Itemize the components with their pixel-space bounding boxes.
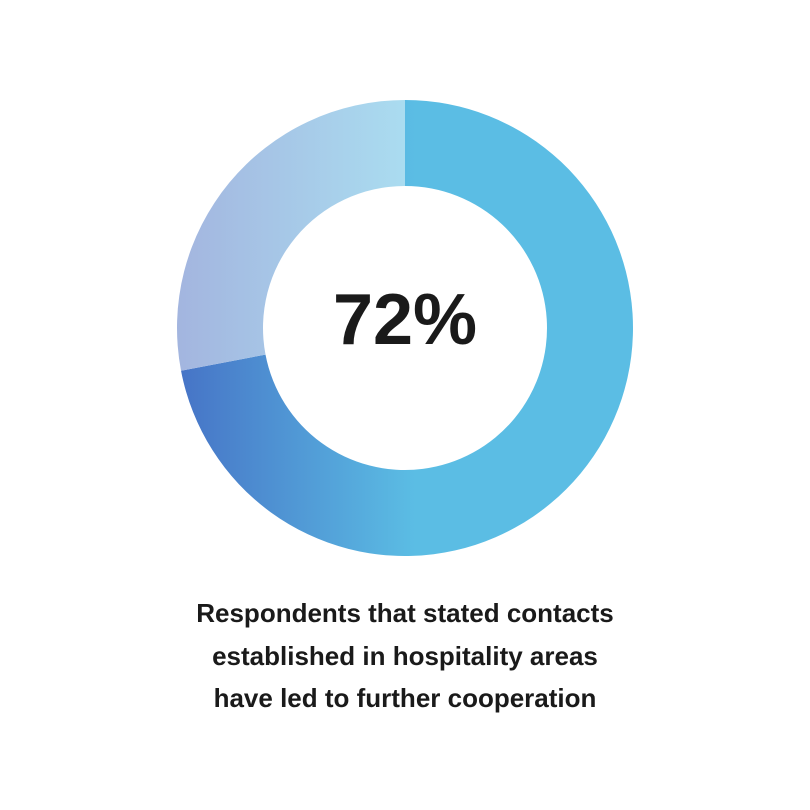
donut-segment [181, 100, 634, 556]
donut [176, 100, 634, 556]
caption-line: Respondents that stated contacts [196, 598, 614, 628]
donut-segment [176, 100, 405, 371]
caption-line: have led to further cooperation [214, 683, 597, 713]
center-label: 72% [333, 280, 477, 360]
caption-line: established in hospitality areas [212, 641, 598, 671]
